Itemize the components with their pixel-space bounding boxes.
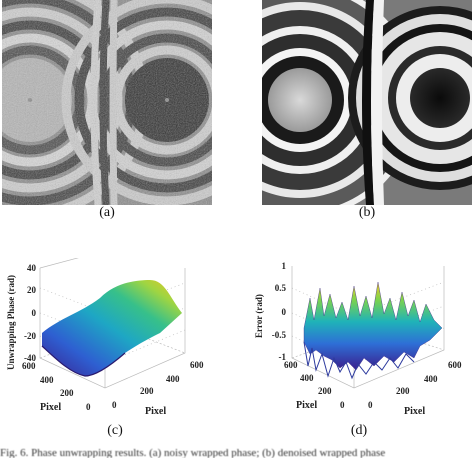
left-axis-tick: 200 — [60, 388, 74, 398]
unwrapping-phase-surface-plot: 40 20 0 -20 -40 Unwrapping Phase (rad) 6… — [6, 258, 204, 417]
denoised-wrapped-phase-image — [262, 0, 472, 205]
right-axis-tick: 0 — [112, 400, 117, 410]
z-axis-label: Error (rad) — [254, 294, 264, 338]
left-axis-tick: 200 — [318, 386, 332, 396]
z-tick: -1 — [279, 352, 287, 362]
left-axis-tick: 600 — [284, 360, 298, 370]
z-tick: 0 — [32, 308, 37, 318]
z-tick: 20 — [27, 285, 37, 295]
left-axis-tick: 400 — [40, 375, 54, 385]
right-axis-label: Pixel — [404, 406, 425, 417]
z-tick: 40 — [27, 263, 37, 273]
panel-b: (b) — [262, 0, 472, 220]
left-axis-label: Pixel — [296, 400, 317, 411]
right-axis-label: Pixel — [145, 406, 166, 417]
right-axis-tick: 200 — [140, 386, 154, 396]
phase-surface — [42, 280, 182, 376]
left-axis-tick: 0 — [86, 402, 91, 412]
panel-c: 40 20 0 -20 -40 Unwrapping Phase (rad) 6… — [0, 258, 230, 443]
z-tick: 0.5 — [275, 283, 287, 293]
right-axis-tick: 200 — [396, 386, 410, 396]
caption-a: (a) — [99, 205, 115, 220]
left-axis-tick: 0 — [340, 400, 345, 410]
z-tick: -0.5 — [272, 330, 287, 340]
z-tick: -40 — [24, 353, 36, 363]
caption-c: (c) — [107, 423, 123, 438]
z-axis-label: Unwrapping Phase (rad) — [6, 275, 16, 370]
figure-caption-partial: Fig. 6. Phase unwrapping results. (a) no… — [0, 448, 386, 458]
right-axis-tick: 600 — [448, 360, 462, 370]
caption-b: (b) — [358, 205, 376, 220]
right-axis-tick: 400 — [166, 374, 180, 384]
z-tick: 0 — [282, 307, 287, 317]
left-axis-tick: 600 — [22, 361, 36, 371]
panel-d: 1 0.5 0 -0.5 -1 Error (rad) 600 400 200 … — [244, 258, 474, 443]
caption-d: (d) — [350, 423, 368, 438]
error-surface-plot: 1 0.5 0 -0.5 -1 Error (rad) 600 400 200 … — [254, 261, 462, 417]
error-surface — [303, 281, 443, 371]
left-axis-label: Pixel — [40, 402, 61, 413]
z-tick: 1 — [282, 261, 287, 271]
left-axis-tick: 400 — [300, 373, 314, 383]
right-axis-tick: 0 — [368, 400, 373, 410]
z-tick: -20 — [24, 331, 36, 341]
noisy-wrapped-phase-image — [2, 0, 212, 205]
right-axis-tick: 400 — [424, 374, 438, 384]
panel-a: (a) — [2, 0, 212, 220]
right-axis-tick: 600 — [190, 360, 204, 370]
